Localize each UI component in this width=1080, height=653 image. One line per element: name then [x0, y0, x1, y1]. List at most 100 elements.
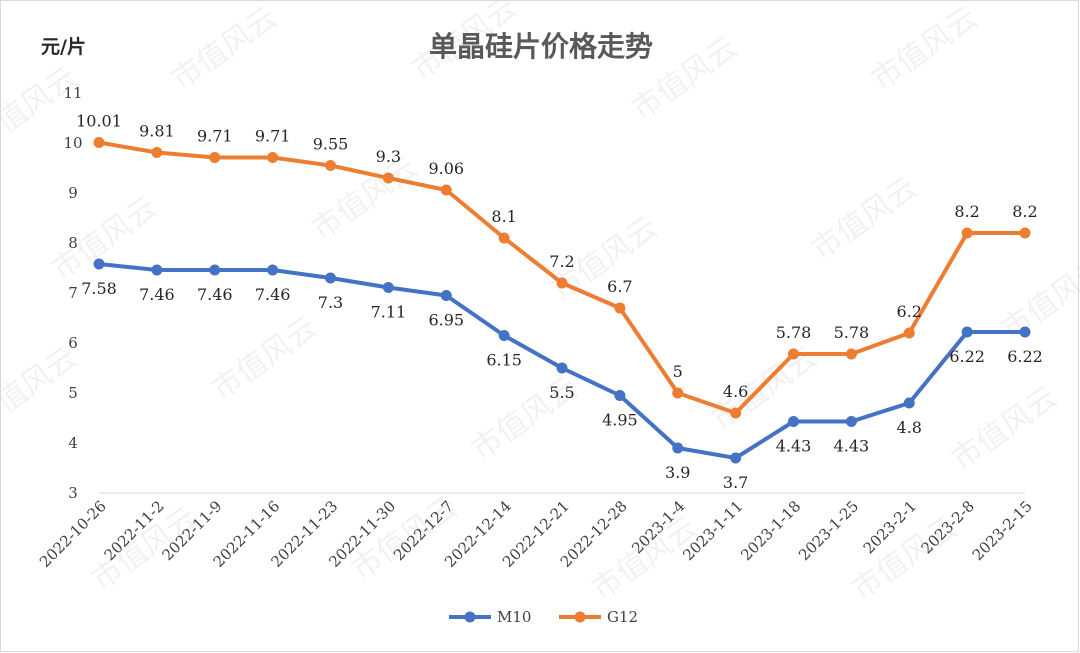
data-label: 6.95: [428, 311, 464, 330]
data-label: 8.1: [491, 207, 516, 226]
data-label: 9.3: [376, 147, 401, 166]
data-label: 10.01: [76, 112, 122, 131]
data-point: [325, 160, 336, 171]
series-g12: 10.01 9.81 9.71 9.71 9.55 9.3 9.06 8.1 7.2 6.7 5 4.…: [76, 112, 1038, 419]
data-point: [845, 348, 857, 360]
data-point: [730, 407, 742, 419]
data-point: [151, 264, 163, 276]
data-point: [325, 272, 336, 284]
x-tick-label: 2023-1-18: [737, 497, 804, 564]
legend-label: M10: [497, 608, 531, 626]
legend: M10 G12: [449, 608, 638, 626]
data-label: 7.46: [197, 285, 233, 304]
data-label: 8.2: [954, 202, 979, 221]
data-label: 6.2: [897, 302, 922, 321]
data-point: [730, 452, 742, 464]
data-label: 5.78: [776, 323, 812, 342]
data-point: [903, 327, 915, 339]
data-label: 9.71: [255, 127, 291, 146]
data-label: 4.95: [602, 411, 638, 430]
data-label: 7.3: [318, 293, 343, 312]
y-tick-label: 6: [68, 334, 78, 352]
data-point: [498, 232, 510, 244]
data-label: 6.7: [607, 277, 632, 296]
data-point: [382, 282, 394, 293]
data-point: [1019, 326, 1031, 338]
data-point: [267, 264, 279, 276]
x-tick-label: 2023-2-15: [969, 497, 1036, 564]
data-point: [788, 348, 799, 360]
data-label: 5.78: [834, 323, 870, 342]
data-point: [151, 147, 163, 158]
data-point: [961, 326, 973, 338]
y-tick-label: 9: [68, 184, 78, 202]
data-point: [556, 362, 568, 374]
data-label: 5: [673, 362, 683, 381]
legend-label: G12: [607, 608, 638, 626]
watermark-text: 市值风云: [866, 1, 984, 98]
series-layer: 7.58 7.46 7.46 7.46 7.3 7.11 6.95 6.15 5.5 4.95 3.…: [76, 112, 1043, 493]
data-point: [672, 442, 684, 454]
legend-item-m10: M10: [449, 608, 531, 626]
watermark-text: 市值风云: [946, 380, 1064, 477]
data-label: 6.22: [949, 347, 985, 366]
data-label: 7.46: [139, 285, 175, 304]
legend-marker: [464, 611, 476, 623]
data-label: 3.7: [723, 473, 748, 492]
data-label: 4.43: [834, 437, 870, 456]
watermark-text: 市值风云: [46, 190, 164, 287]
data-label: 7.58: [81, 279, 117, 298]
chart-title: 单晶硅片价格走势: [429, 30, 653, 63]
data-label: 4.6: [723, 382, 748, 401]
data-label: 6.15: [486, 351, 522, 370]
y-axis-unit-label: 元/片: [41, 35, 86, 58]
data-point: [93, 258, 105, 270]
legend-item-g12: G12: [559, 608, 638, 626]
data-point: [209, 264, 221, 276]
data-point: [440, 184, 452, 196]
y-tick-label: 10: [63, 134, 82, 152]
y-tick-label: 8: [68, 234, 78, 252]
data-label: 5.5: [549, 383, 574, 402]
data-label: 7.2: [549, 252, 574, 271]
series-m10: 7.58 7.46 7.46 7.46 7.3 7.11 6.95 6.15 5.5 4.95 3.…: [81, 258, 1043, 492]
data-label: 8.2: [1012, 202, 1037, 221]
data-point: [672, 387, 684, 399]
watermark-text: 市值风云: [806, 170, 924, 267]
data-label: 6.22: [1007, 347, 1043, 366]
y-tick-label: 5: [68, 384, 78, 402]
data-label: 9.06: [428, 159, 464, 178]
data-point: [267, 152, 279, 163]
data-point: [440, 290, 452, 301]
legend-marker: [574, 611, 586, 623]
watermark-text: 市值风云: [206, 310, 324, 407]
data-label: 7.11: [371, 303, 407, 322]
data-point: [961, 227, 973, 239]
data-point: [382, 172, 394, 184]
data-point: [788, 416, 799, 427]
y-tick-label: 3: [68, 484, 78, 502]
y-tick-label: 11: [63, 84, 82, 102]
data-label: 9.81: [139, 122, 175, 141]
data-label: 3.9: [665, 463, 690, 482]
data-point: [614, 390, 626, 401]
y-axis-ticks: 3 4 5 6 7 8 9 10 11: [63, 84, 82, 502]
data-point: [556, 277, 568, 289]
data-point: [498, 330, 510, 341]
watermark-text: 市值风云: [166, 1, 284, 98]
data-label: 9.71: [197, 127, 233, 146]
data-label: 7.46: [255, 285, 291, 304]
y-tick-label: 4: [68, 434, 78, 452]
data-point: [1019, 227, 1031, 239]
data-point: [903, 397, 915, 409]
data-label: 9.55: [313, 135, 349, 154]
x-tick-label: 2023-1-25: [795, 497, 862, 564]
y-tick-label: 7: [68, 284, 78, 302]
data-point: [93, 137, 105, 148]
data-point: [209, 152, 221, 163]
data-point: [845, 416, 857, 427]
data-point: [614, 302, 626, 314]
data-label: 4.43: [776, 437, 812, 456]
